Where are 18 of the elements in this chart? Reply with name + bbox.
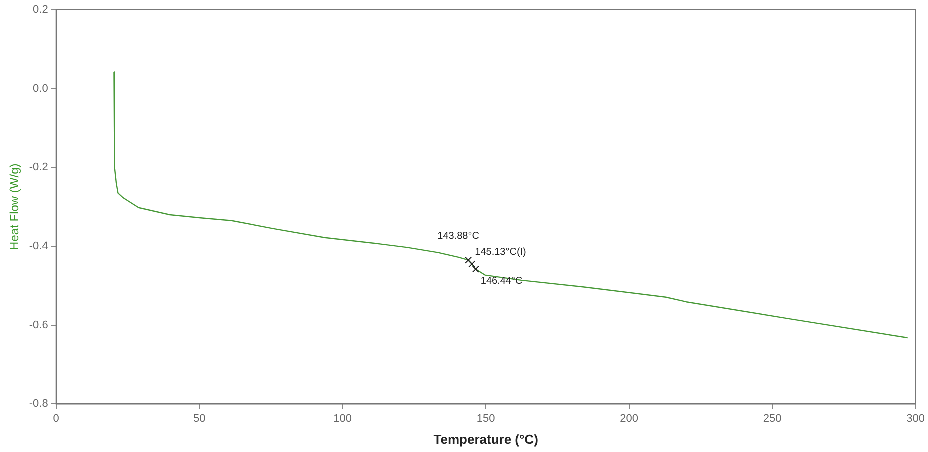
- y-tick-label: -0.8: [29, 398, 48, 410]
- x-tick-label: 0: [53, 412, 60, 425]
- x-tick-label: 200: [620, 412, 639, 425]
- y-axis-title: Heat Flow (W/g): [8, 164, 22, 250]
- x-tick-label: 50: [193, 412, 206, 425]
- annotation: 146.44°C: [480, 276, 523, 288]
- y-tick-label: 0.0: [33, 82, 48, 95]
- annotation: 145.13°C(I): [475, 247, 526, 258]
- x-tick-label: 100: [334, 412, 352, 425]
- y-tick-label: -0.2: [29, 162, 48, 174]
- annotation: 143.88°C: [438, 231, 480, 242]
- x-tick-label: 250: [763, 412, 782, 425]
- x-tick-label: 300: [906, 412, 926, 425]
- y-tick-label: -0.6: [29, 319, 48, 332]
- y-tick-label: -0.4: [29, 240, 48, 253]
- x-axis-title: Temperature (°C): [434, 432, 538, 447]
- x-tick-label: 150: [476, 412, 496, 425]
- y-tick-label: 0.2: [33, 4, 48, 16]
